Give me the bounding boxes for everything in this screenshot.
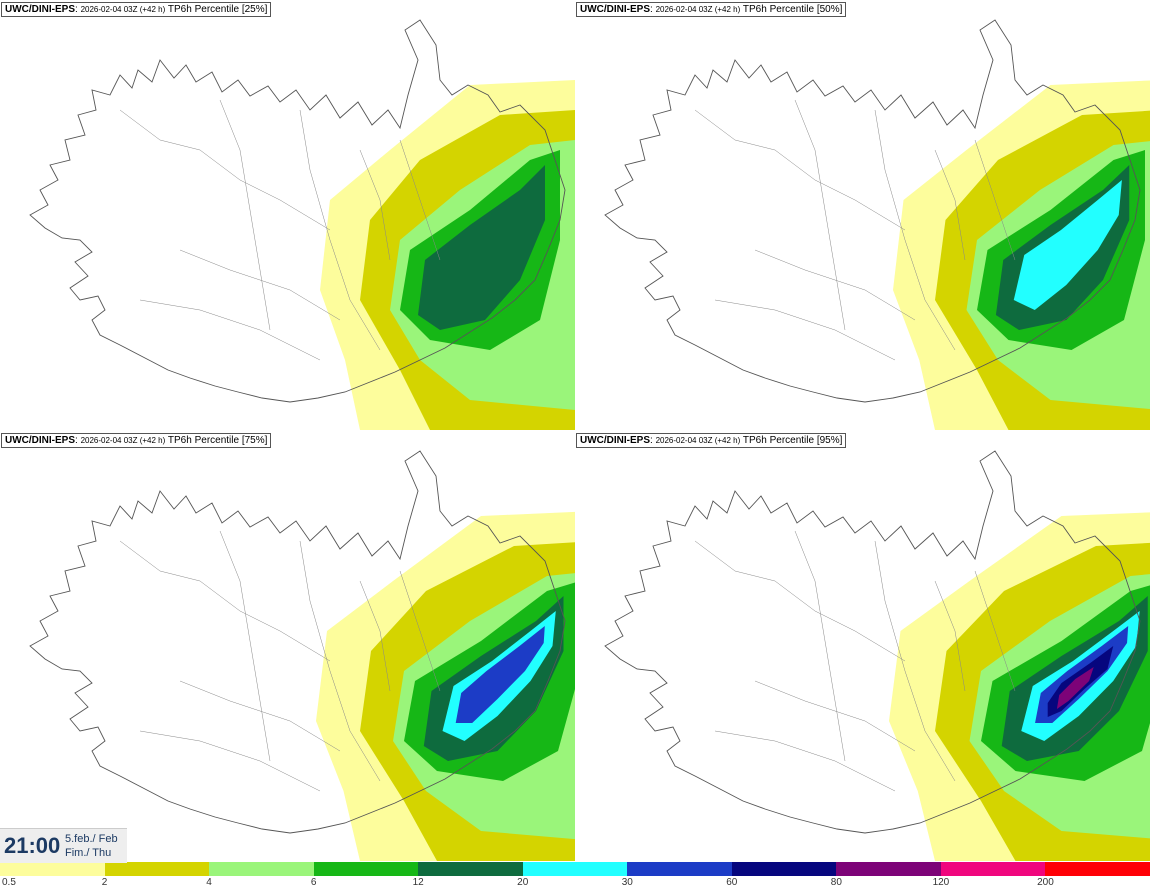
panel-run: 2026-02-04 03Z (+42 h) xyxy=(80,436,166,445)
legend-label: 6 xyxy=(310,877,317,888)
legend-swatch xyxy=(418,862,524,876)
panel-source: UWC/DINI-EPS xyxy=(5,4,75,15)
legend-swatch xyxy=(313,862,420,876)
panel-title: UWC/DINI-EPS: 2026-02-04 03Z (+42 h) TP6… xyxy=(576,433,847,448)
map-panel-p50: UWC/DINI-EPS: 2026-02-04 03Z (+42 h) TP6… xyxy=(575,0,1150,430)
legend-label: 4 xyxy=(206,877,212,888)
color-legend: 0.5 2 4 6 12 20 30 60 80 120 200 xyxy=(0,862,1150,891)
legend-swatch xyxy=(627,862,733,876)
precip-map xyxy=(29,450,575,861)
valid-date-line2: Fim./ Thu xyxy=(65,847,112,859)
panel-field: TP6h Percentile [50%] xyxy=(742,4,843,15)
precip-band xyxy=(1056,667,1094,709)
legend-label: 120 xyxy=(932,877,950,888)
legend-label: 30 xyxy=(621,877,633,888)
panel-title: UWC/DINI-EPS: 2026-02-04 03Z (+42 h) TP6… xyxy=(1,433,272,448)
precip-map xyxy=(604,450,1150,861)
panel-source: UWC/DINI-EPS xyxy=(580,4,650,15)
precip-band xyxy=(455,626,545,723)
precip-map xyxy=(29,19,575,430)
legend-swatch xyxy=(836,862,942,876)
legend-swatch xyxy=(940,862,1047,876)
panel-title: UWC/DINI-EPS: 2026-02-04 03Z (+42 h) TP6… xyxy=(576,2,847,17)
panel-title: UWC/DINI-EPS: 2026-02-04 03Z (+42 h) TP6… xyxy=(1,2,272,17)
valid-time-box: 21:00 5.feb./ Feb Fim./ Thu xyxy=(0,828,127,863)
panel-run: 2026-02-04 03Z (+42 h) xyxy=(655,5,741,14)
precip-band xyxy=(418,165,545,330)
panel-source: UWC/DINI-EPS xyxy=(5,435,75,446)
map-panel-p75: UWC/DINI-EPS: 2026-02-04 03Z (+42 h) TP6… xyxy=(0,431,575,861)
legend-label: 12 xyxy=(412,877,424,888)
legend-label: 0.5 xyxy=(2,877,16,888)
valid-date-line1: 5.feb./ Feb xyxy=(65,833,118,845)
legend-label: 200 xyxy=(1037,877,1054,888)
panel-field: TP6h Percentile [75%] xyxy=(167,435,268,446)
legend-swatch xyxy=(522,862,629,876)
precip-band xyxy=(1013,180,1122,310)
legend-swatch xyxy=(0,862,106,876)
valid-time: 21:00 xyxy=(4,833,61,858)
panel-run: 2026-02-04 03Z (+42 h) xyxy=(655,436,741,445)
map-panel-p95: UWC/DINI-EPS: 2026-02-04 03Z (+42 h) TP6… xyxy=(575,431,1150,861)
panel-run: 2026-02-04 03Z (+42 h) xyxy=(80,5,166,14)
valid-date: 5.feb./ Feb Fim./ Thu xyxy=(65,832,118,860)
legend-label: 80 xyxy=(830,877,842,888)
legend-swatch xyxy=(209,862,315,876)
legend-swatch xyxy=(1045,862,1150,876)
panel-source: UWC/DINI-EPS xyxy=(580,435,650,446)
panel-field: TP6h Percentile [95%] xyxy=(742,435,843,446)
legend-label: 2 xyxy=(101,877,108,888)
panel-field: TP6h Percentile [25%] xyxy=(167,4,268,15)
legend-swatch xyxy=(731,862,838,876)
legend-label: 20 xyxy=(517,877,529,888)
legend-swatch xyxy=(104,862,211,876)
precip-map xyxy=(604,19,1150,430)
map-panel-p25: UWC/DINI-EPS: 2026-02-04 03Z (+42 h) TP6… xyxy=(0,0,575,430)
legend-label: 60 xyxy=(726,877,738,888)
